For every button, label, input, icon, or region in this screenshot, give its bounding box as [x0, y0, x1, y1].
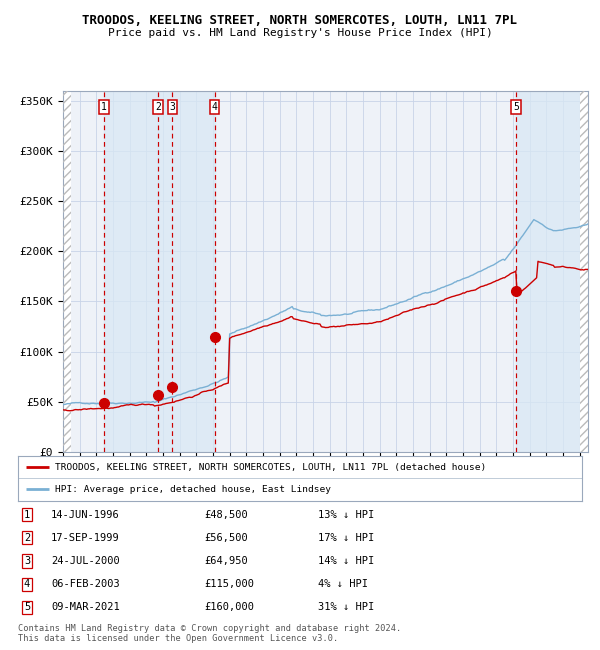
Text: 2: 2 [155, 102, 161, 112]
Text: 1: 1 [24, 510, 30, 519]
Text: 06-FEB-2003: 06-FEB-2003 [51, 579, 120, 589]
Text: 31% ↓ HPI: 31% ↓ HPI [318, 603, 374, 612]
Text: £64,950: £64,950 [204, 556, 248, 566]
Bar [63, 91, 71, 452]
Text: 24-JUL-2000: 24-JUL-2000 [51, 556, 120, 566]
Text: 3: 3 [24, 556, 30, 566]
Text: 2: 2 [24, 533, 30, 543]
Text: Contains HM Land Registry data © Crown copyright and database right 2024.
This d: Contains HM Land Registry data © Crown c… [18, 624, 401, 644]
Text: HPI: Average price, detached house, East Lindsey: HPI: Average price, detached house, East… [55, 485, 331, 494]
Text: £115,000: £115,000 [204, 579, 254, 589]
Text: 13% ↓ HPI: 13% ↓ HPI [318, 510, 374, 519]
Text: £160,000: £160,000 [204, 603, 254, 612]
Text: TROODOS, KEELING STREET, NORTH SOMERCOTES, LOUTH, LN11 7PL (detached house): TROODOS, KEELING STREET, NORTH SOMERCOTE… [55, 463, 486, 472]
Text: £56,500: £56,500 [204, 533, 248, 543]
Text: 09-MAR-2021: 09-MAR-2021 [51, 603, 120, 612]
Text: Price paid vs. HM Land Registry's House Price Index (HPI): Price paid vs. HM Land Registry's House … [107, 28, 493, 38]
Text: 14% ↓ HPI: 14% ↓ HPI [318, 556, 374, 566]
Text: 5: 5 [24, 603, 30, 612]
Text: 4% ↓ HPI: 4% ↓ HPI [318, 579, 368, 589]
Text: 1: 1 [101, 102, 107, 112]
Text: 17-SEP-1999: 17-SEP-1999 [51, 533, 120, 543]
Text: 17% ↓ HPI: 17% ↓ HPI [318, 533, 374, 543]
Text: TROODOS, KEELING STREET, NORTH SOMERCOTES, LOUTH, LN11 7PL: TROODOS, KEELING STREET, NORTH SOMERCOTE… [83, 14, 517, 27]
Text: £48,500: £48,500 [204, 510, 248, 519]
Text: 4: 4 [24, 579, 30, 589]
Bar [580, 91, 588, 452]
Text: 14-JUN-1996: 14-JUN-1996 [51, 510, 120, 519]
Bar [158, 91, 215, 452]
Bar [104, 91, 158, 452]
Text: 5: 5 [513, 102, 519, 112]
Bar [63, 91, 71, 452]
Text: 3: 3 [169, 102, 175, 112]
Bar [580, 91, 588, 452]
Text: 4: 4 [212, 102, 218, 112]
Bar [516, 91, 580, 452]
